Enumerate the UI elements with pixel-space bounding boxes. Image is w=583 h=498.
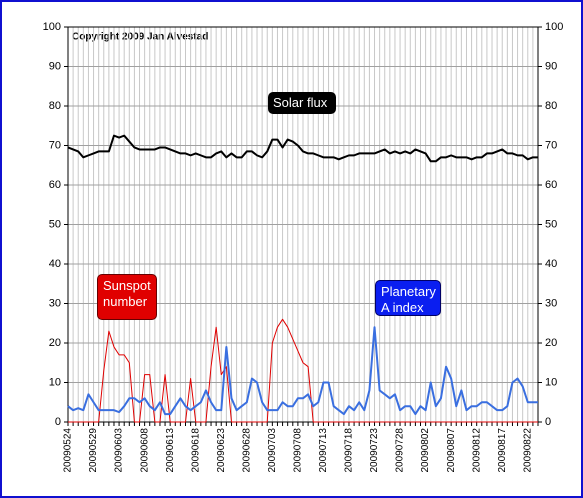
series-line	[67, 326, 538, 416]
y2-tick-label: 60	[545, 179, 557, 191]
x-tick-label: 20090723	[369, 428, 380, 473]
y-tick-label: 100	[43, 21, 61, 33]
x-tick-label: 20090708	[293, 428, 304, 473]
x-tick-label: 20090608	[139, 428, 150, 473]
y-tick-label: 70	[49, 139, 61, 151]
series-label: Planetary A index	[375, 280, 441, 316]
x-tick-label: 20090728	[395, 428, 406, 473]
y2-tick-label: 0	[545, 416, 551, 428]
y-tick-label: 10	[49, 376, 61, 388]
x-tick-label: 20090603	[114, 428, 125, 473]
x-tick-label: 20090623	[216, 428, 227, 473]
series-line	[68, 318, 538, 423]
copyright: Copyright 2009 Jan Alvestad	[72, 32, 208, 43]
x-tick-label: 20090613	[165, 428, 176, 473]
x-tick-label: 20090628	[241, 428, 252, 473]
y-tick-label: 90	[49, 60, 61, 72]
x-tick-label: 20090822	[522, 428, 533, 473]
y-tick-label: 30	[49, 297, 61, 309]
y2-tick-label: 100	[545, 21, 563, 33]
y-tick-label: 80	[49, 100, 61, 112]
x-tick-label: 20090718	[344, 428, 355, 473]
y-tick-label: 0	[55, 416, 61, 428]
series-label: Solar flux	[268, 92, 336, 114]
y2-tick-label: 40	[545, 258, 557, 270]
y-tick-label: 20	[49, 337, 61, 349]
y2-tick-label: 90	[545, 60, 557, 72]
x-tick-label: 20090812	[471, 428, 482, 473]
y-tick-label: 50	[49, 218, 61, 230]
y-tick-label: 40	[49, 258, 61, 270]
x-tick-label: 20090817	[497, 428, 508, 473]
x-tick-label: 20090807	[446, 428, 457, 473]
y2-tick-label: 30	[545, 297, 557, 309]
y2-tick-label: 70	[545, 139, 557, 151]
y2-tick-label: 20	[545, 337, 557, 349]
x-tick-label: 20090713	[318, 428, 329, 473]
series-line	[67, 134, 538, 163]
x-tick-label: 20090524	[63, 428, 74, 473]
y2-tick-label: 10	[545, 376, 557, 388]
x-tick-label: 20090802	[420, 428, 431, 473]
y2-tick-label: 80	[545, 100, 557, 112]
x-tick-label: 20090703	[267, 428, 278, 473]
y-tick-label: 60	[49, 179, 61, 191]
x-tick-label: 20090618	[190, 428, 201, 473]
x-tick-label: 20090529	[88, 428, 99, 473]
y2-tick-label: 50	[545, 218, 557, 230]
series-label: Sunspot number	[97, 274, 157, 320]
